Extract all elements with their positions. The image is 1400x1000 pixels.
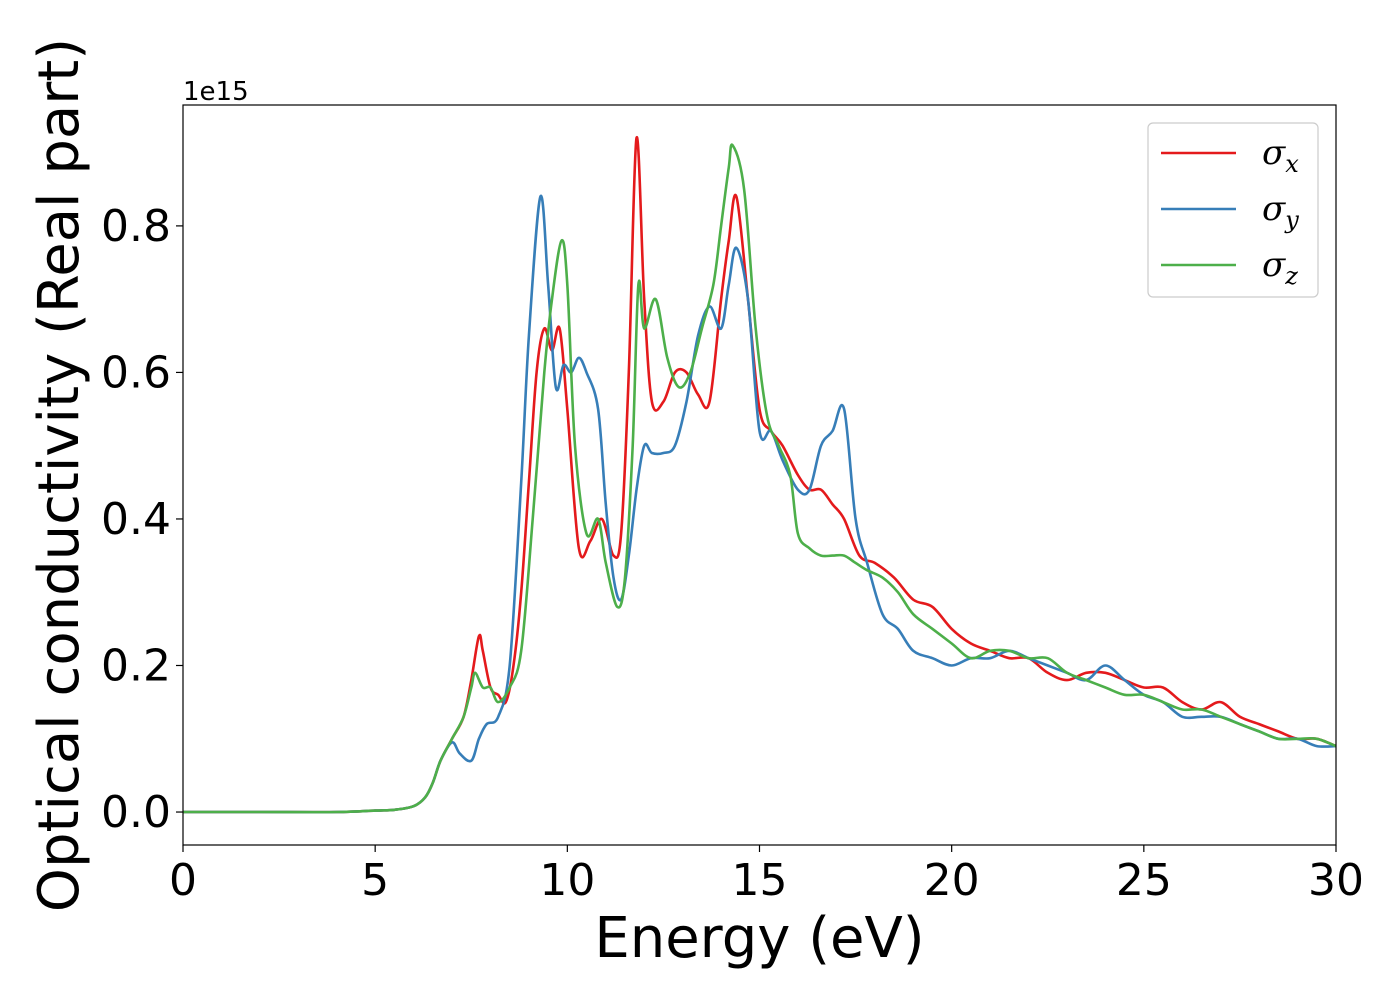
x-tick-label: 15 [732,855,788,906]
y-tick-label: 0.6 [101,347,171,398]
series-line-z [183,143,1337,814]
plot-frame [182,104,1337,846]
x-tick-label: 30 [1308,855,1364,906]
y-tick-label: 0.2 [101,640,171,691]
y-tick-label: 0.0 [101,787,171,838]
x-axis-ticks: 0 5 10 15 20 25 30 [169,845,1364,906]
x-axis-label: Energy (eV) [594,906,924,971]
y-axis-ticks: 0.0 0.2 0.4 0.6 0.8 [101,201,183,838]
x-tick-label: 10 [539,855,595,906]
series-layer [183,136,1337,814]
x-tick-label: 25 [1116,855,1172,906]
x-tick-label: 5 [361,855,389,906]
x-tick-label: 20 [924,855,980,906]
legend-label-x: σx [1262,133,1299,178]
legend-label-y: σy [1262,189,1299,234]
x-tick-label: 0 [169,855,197,906]
y-tick-label: 0.8 [101,201,171,252]
legend-label-z: σz [1262,245,1298,290]
legend: σx σy σz [1147,122,1319,298]
y-axis-label: Optical conductivity (Real part) [27,38,92,912]
y-offset-label: 1e15 [183,77,249,107]
y-tick-label: 0.4 [101,494,171,545]
